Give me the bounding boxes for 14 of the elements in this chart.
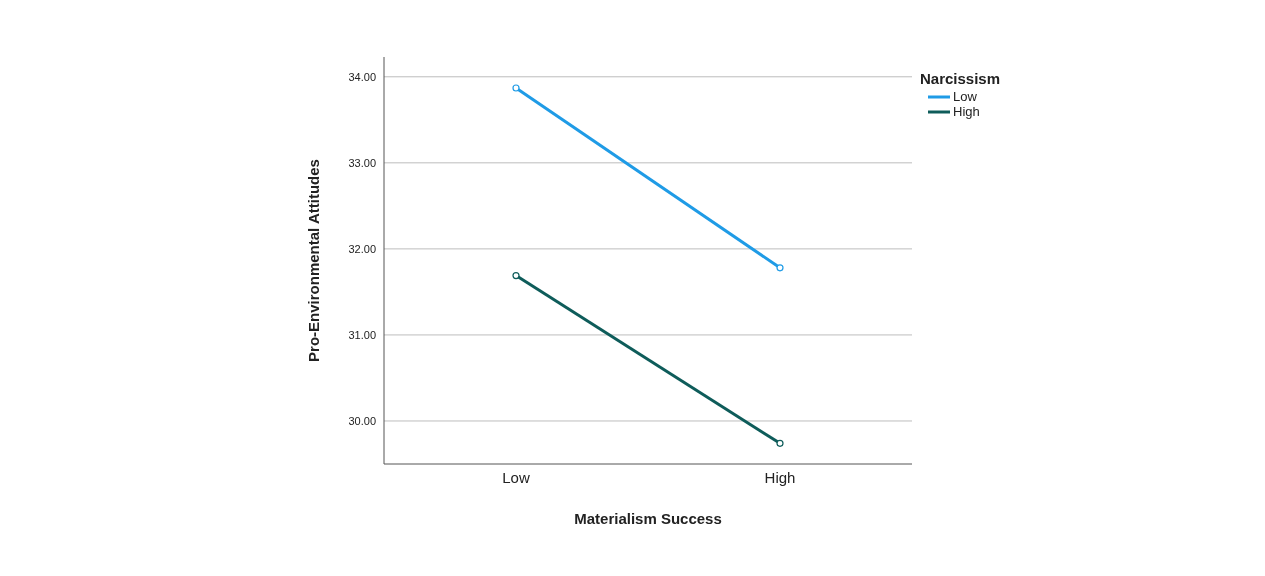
y-axis-title: Pro-Environmental Attitudes xyxy=(305,159,323,362)
legend-label: High xyxy=(953,104,980,119)
point xyxy=(776,439,784,447)
point xyxy=(512,84,520,92)
y-tick-label: 31.00 xyxy=(348,328,376,341)
point xyxy=(512,271,520,280)
legend-label: Low xyxy=(953,89,977,104)
y-tick-label: 32.00 xyxy=(348,242,376,255)
x-axis-title: Materialism Success xyxy=(574,510,722,527)
y-tick-label: 33.00 xyxy=(348,156,376,169)
y-tick-label: 30.00 xyxy=(348,414,376,427)
legend-title: Narcissism xyxy=(920,70,1001,87)
point xyxy=(776,264,784,272)
y-tick-label: 34.00 xyxy=(348,70,376,83)
